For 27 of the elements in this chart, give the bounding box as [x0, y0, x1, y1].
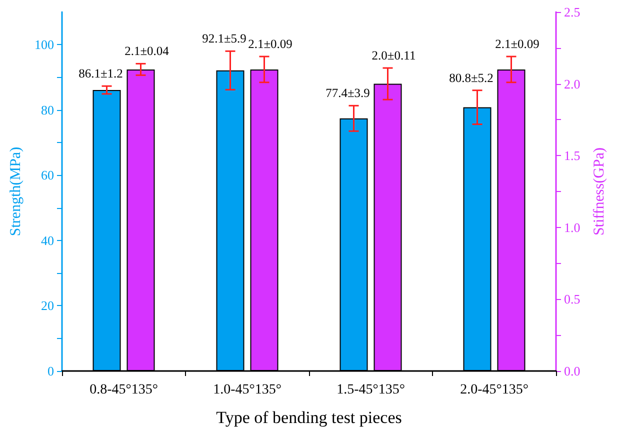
data-label: 2.1±0.09: [495, 37, 540, 52]
y2-tick-label: 0.0: [564, 364, 580, 378]
y2-tick-label: 2.5: [564, 4, 580, 20]
data-label: 77.4±3.9: [326, 86, 370, 100]
y-axis-title: Strength(MPa): [8, 146, 24, 236]
y2-tick-label: 1.5: [564, 148, 580, 164]
data-label: 80.8±5.2: [449, 70, 494, 85]
x-axis-title: Type of bending test pieces: [216, 408, 402, 427]
x-tick-label: 1.0-45°135°: [213, 382, 282, 398]
x-tick-label: 0.8-45°135°: [90, 382, 158, 398]
y-tick-label: 40: [41, 232, 54, 248]
y2-tick-label: 1.0: [564, 220, 580, 235]
data-label: 92.1±5.9: [202, 32, 246, 46]
data-label: 2.1±0.09: [248, 37, 292, 52]
data-label: 86.1±1.2: [78, 66, 123, 81]
y-tick-label: 0: [48, 364, 54, 378]
data-label: 2.0±0.11: [372, 48, 416, 63]
y-tick-label: 100: [34, 37, 54, 52]
x-tick-label: 1.5-45°135°: [336, 382, 405, 398]
y-tick-label: 80: [41, 102, 54, 118]
data-label: 2.1±0.04: [124, 44, 170, 58]
y2-tick-label: 0.5: [564, 292, 580, 307]
y2-axis-title: Stiffness(GPa): [592, 147, 608, 236]
x-tick-label: 2.0-45°135°: [460, 382, 528, 398]
y2-tick-label: 2.0: [564, 76, 580, 92]
y-tick-label: 20: [41, 298, 54, 314]
y-tick-label: 60: [41, 168, 54, 183]
